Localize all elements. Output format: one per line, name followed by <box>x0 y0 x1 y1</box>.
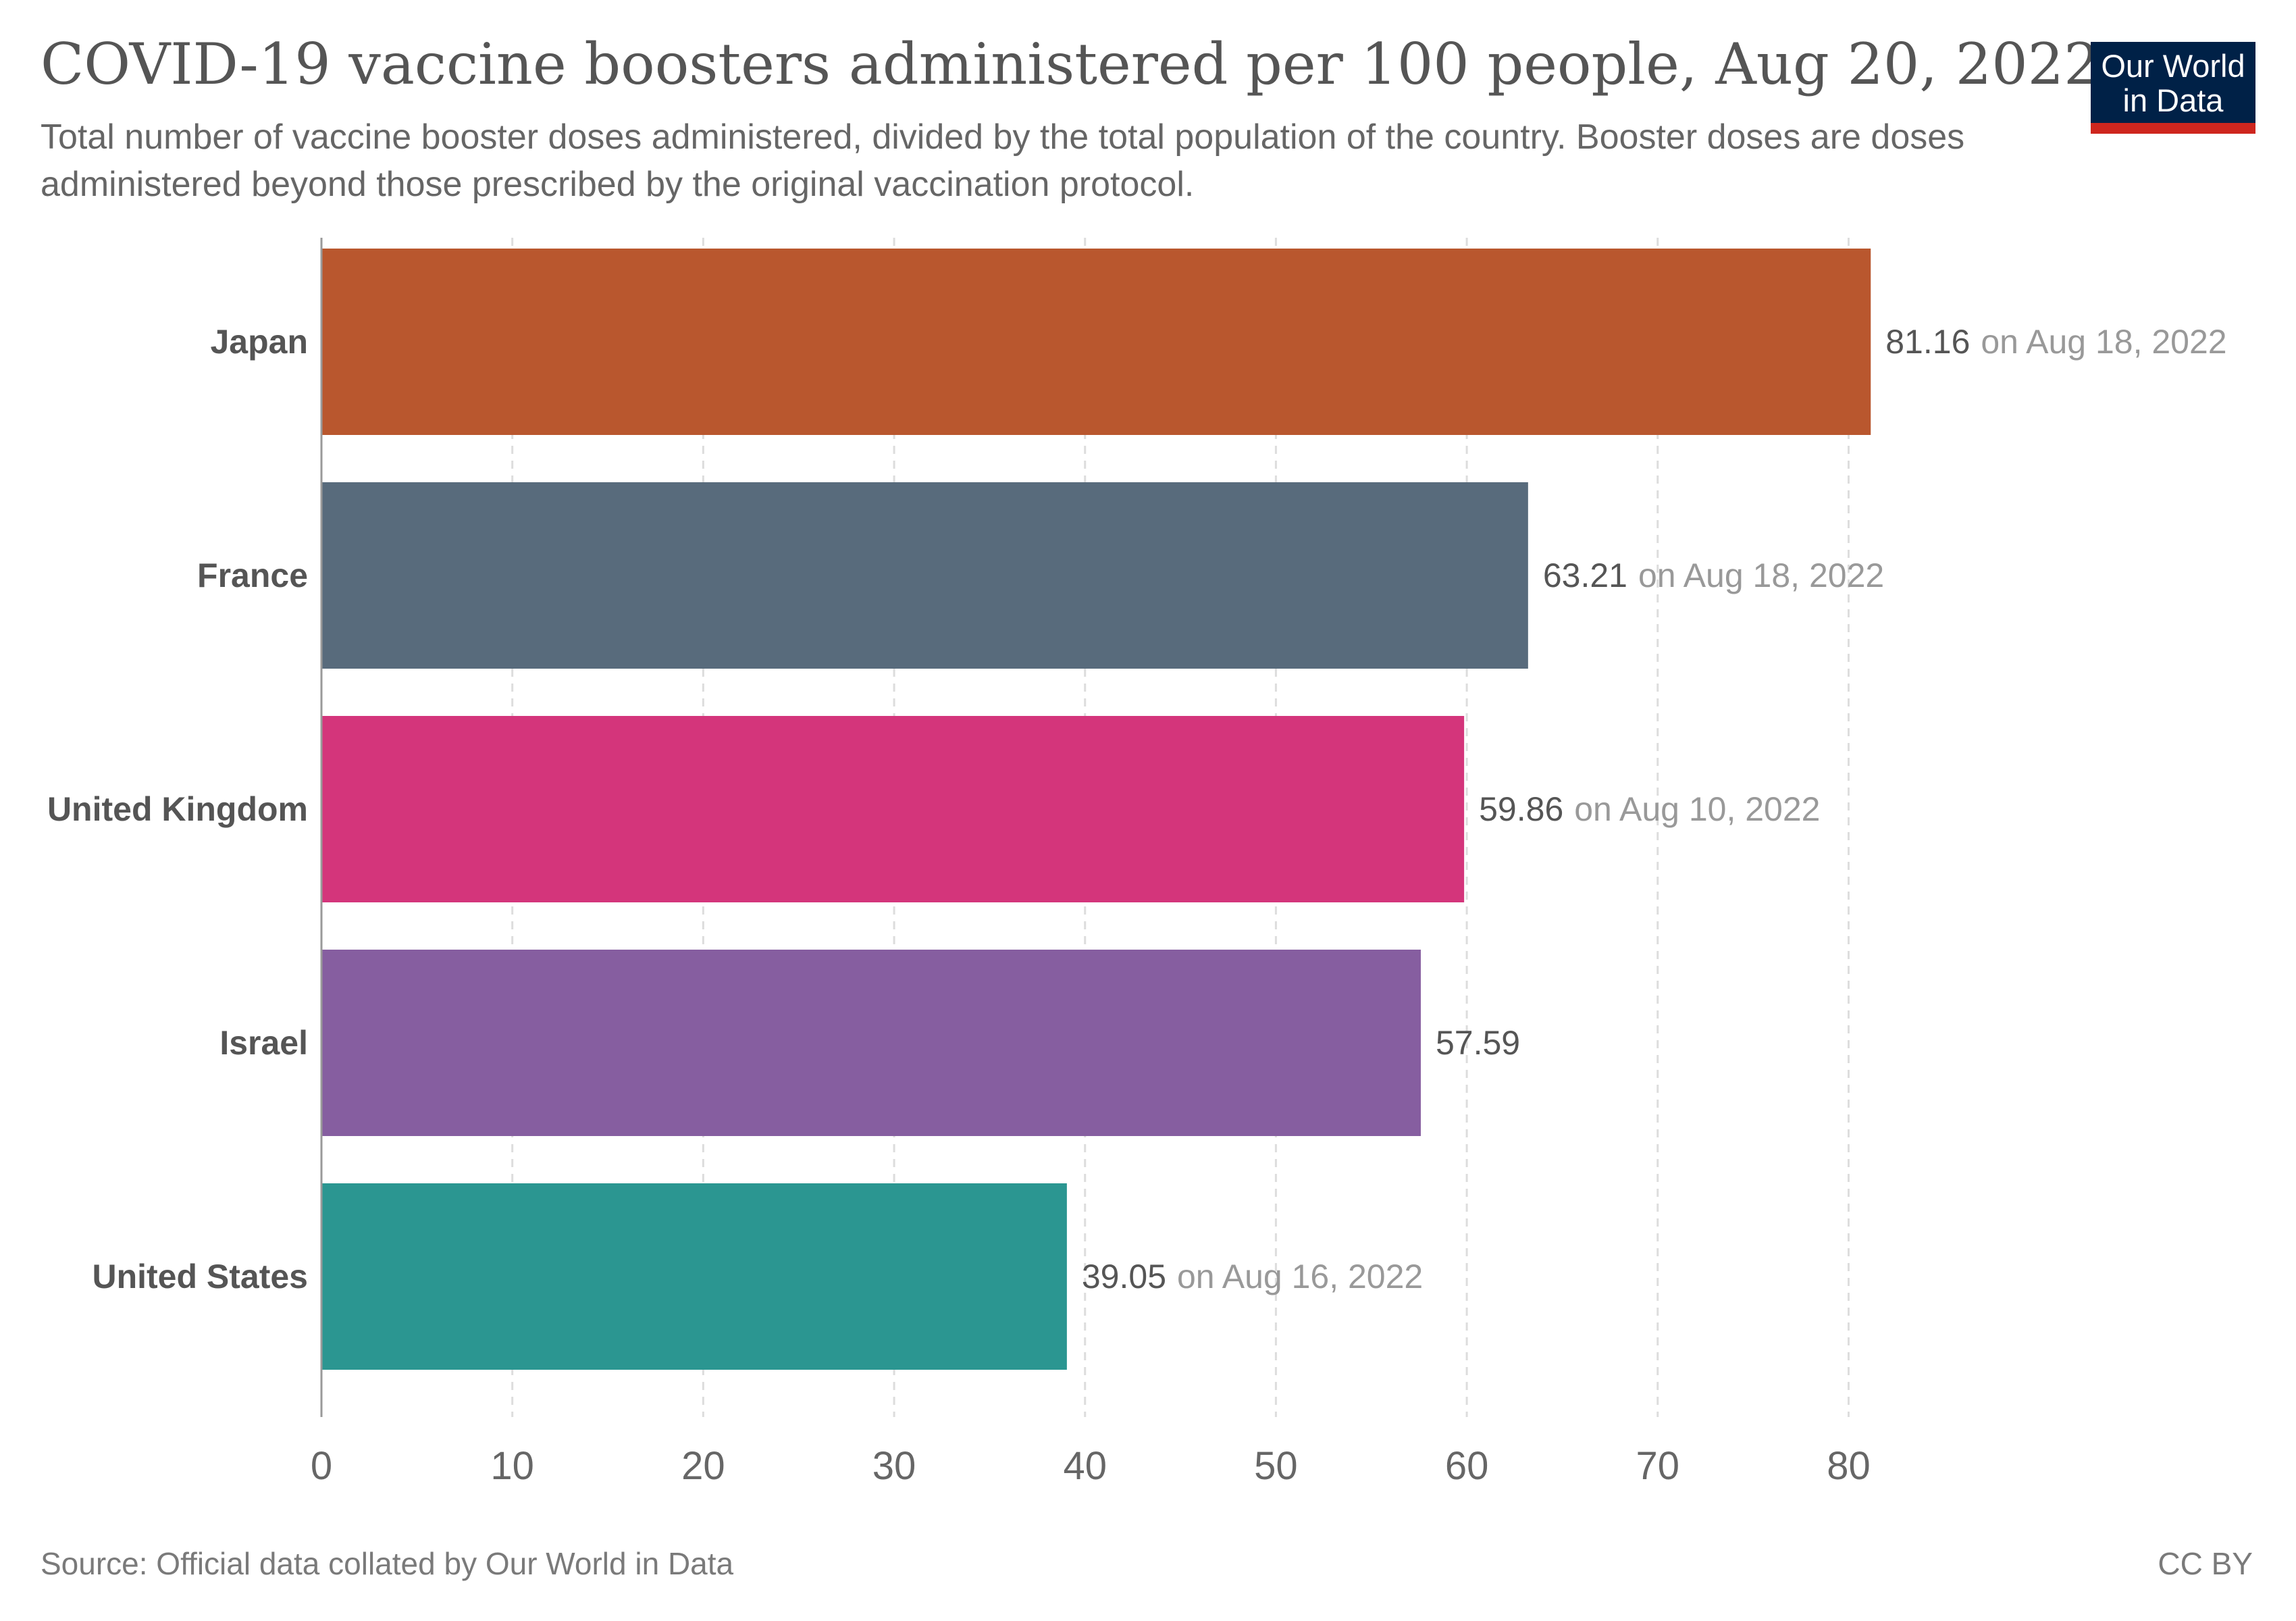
bar[interactable] <box>321 716 1465 902</box>
logo-line-2: in Data <box>2122 82 2224 118</box>
value-date-note: on Aug 18, 2022 <box>1981 323 2226 361</box>
chart-subtitle: Total number of vaccine booster doses ad… <box>41 118 1965 204</box>
chart-title: COVID-19 vaccine boosters administered p… <box>41 31 2100 97</box>
value-number: 59.86 <box>1479 790 1563 828</box>
bar[interactable] <box>321 249 1871 435</box>
category-label: Israel <box>219 1024 308 1062</box>
value-number: 57.59 <box>1436 1024 1520 1062</box>
x-tick-label: 10 <box>490 1444 534 1488</box>
bar-chart: Japan France United Kingdom Israel United St… <box>47 238 2227 1488</box>
x-tick-label: 20 <box>681 1444 725 1488</box>
value-label: 63.21 on Aug 18, 2022 <box>1543 557 1884 594</box>
bar[interactable] <box>321 1183 1067 1370</box>
value-label: 57.59 <box>1436 1024 1520 1062</box>
x-tick-label: 0 <box>311 1444 332 1488</box>
x-tick-label: 30 <box>872 1444 916 1488</box>
value-number: 39.05 <box>1082 1258 1166 1295</box>
x-tick-label: 70 <box>1636 1444 1680 1488</box>
value-labels: 81.16 on Aug 18, 2022 63.21 on Aug 18, 2022… <box>1082 323 2227 1295</box>
logo-line-1: Our World <box>2101 48 2245 84</box>
bar[interactable] <box>321 950 1421 1136</box>
x-tick-label: 60 <box>1445 1444 1489 1488</box>
value-date-note: on Aug 10, 2022 <box>1574 790 1820 828</box>
category-label: France <box>197 557 308 594</box>
x-axis-ticks: 0 10 20 30 40 50 60 70 80 <box>311 1444 1871 1488</box>
value-label: 39.05 on Aug 16, 2022 <box>1082 1258 1423 1295</box>
license-link[interactable]: CC BY <box>2158 1546 2253 1581</box>
category-label: Japan <box>210 323 308 361</box>
x-tick-label: 80 <box>1827 1444 1871 1488</box>
owid-logo[interactable]: Our World in Data <box>2091 42 2255 134</box>
value-label: 59.86 on Aug 10, 2022 <box>1479 790 1820 828</box>
source-note: Source: Official data collated by Our Wo… <box>41 1546 734 1581</box>
category-labels: Japan France United Kingdom Israel United St… <box>47 323 308 1295</box>
value-label: 81.16 on Aug 18, 2022 <box>1885 323 2226 361</box>
value-number: 63.21 <box>1543 557 1627 594</box>
category-label: United Kingdom <box>47 790 308 828</box>
value-date-note: on Aug 16, 2022 <box>1177 1258 1423 1295</box>
bars <box>321 249 1871 1370</box>
value-number: 81.16 <box>1885 323 1970 361</box>
category-label: United States <box>92 1258 308 1295</box>
bar[interactable] <box>321 482 1528 669</box>
x-tick-label: 50 <box>1254 1444 1298 1488</box>
x-tick-label: 40 <box>1063 1444 1107 1488</box>
value-date-note: on Aug 18, 2022 <box>1638 557 1884 594</box>
